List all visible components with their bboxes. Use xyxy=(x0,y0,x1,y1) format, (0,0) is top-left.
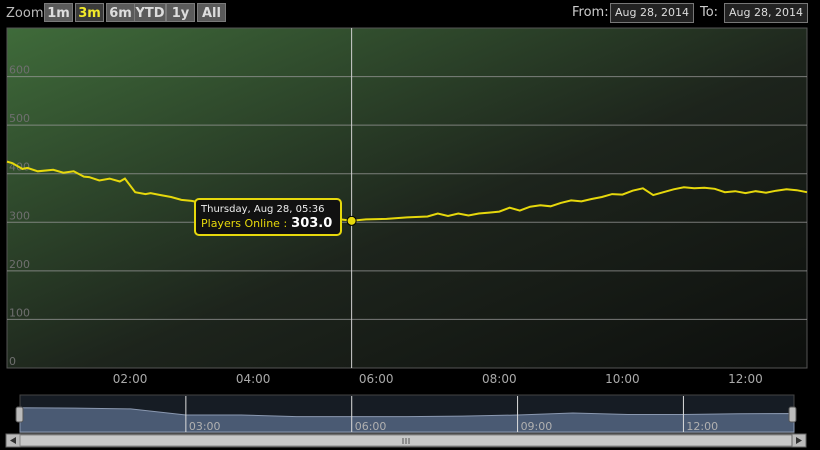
zoom-label: Zoom xyxy=(6,6,44,21)
zoom-button-ytd[interactable]: YTD xyxy=(134,3,166,22)
x-axis-ticks: 02:00 04:00 06:00 08:00 10:00 12:00 xyxy=(113,372,763,386)
y-tick-100: 100 xyxy=(9,306,30,319)
x-tick-1000: 10:00 xyxy=(605,372,640,386)
navigator-label-0900: 09:00 xyxy=(521,420,553,433)
tooltip-series-label: Players Online xyxy=(201,217,280,230)
scroll-left-arrow-icon xyxy=(10,437,16,444)
navigator-scrollbar[interactable] xyxy=(5,433,807,448)
scroll-right-arrow-icon xyxy=(796,437,802,444)
hover-tooltip: Thursday, Aug 28, 05:36 Players Online :… xyxy=(194,198,342,236)
y-tick-600: 600 xyxy=(9,64,30,77)
x-tick-0600: 06:00 xyxy=(359,372,394,386)
from-date-input[interactable]: Aug 28, 2014 xyxy=(610,3,694,23)
navigator-labels: 03:00 06:00 09:00 12:00 xyxy=(185,396,718,433)
tooltip-series-row: Players Online :303.0 xyxy=(201,216,333,231)
zoom-button-all[interactable]: All xyxy=(197,3,226,22)
navigator-handle-left[interactable] xyxy=(15,406,24,423)
to-label: To: xyxy=(700,5,719,20)
x-tick-0200: 02:00 xyxy=(113,372,148,386)
navigator-label-1200: 12:00 xyxy=(686,420,718,433)
navigator[interactable]: 03:00 06:00 09:00 12:00 xyxy=(15,394,797,434)
grid xyxy=(7,76,807,320)
y-tick-300: 300 xyxy=(9,209,30,222)
zoom-button-6m[interactable]: 6m xyxy=(106,3,135,22)
x-tick-0400: 04:00 xyxy=(236,372,271,386)
scrollbar-grip-icon xyxy=(402,438,410,444)
navigator-label-0300: 03:00 xyxy=(189,420,221,433)
navigator-series-area xyxy=(19,407,795,433)
y-tick-500: 500 xyxy=(9,112,30,125)
zoom-button-3m[interactable]: 3m xyxy=(75,3,104,22)
from-label: From: xyxy=(572,5,609,20)
zoom-button-1m[interactable]: 1m xyxy=(44,3,73,22)
range-selector-toolbar: Zoom 1m 3m 6m YTD 1y All From: Aug 28, 2… xyxy=(0,0,820,27)
navigator-label-0600: 06:00 xyxy=(355,420,387,433)
series-line-players-online[interactable] xyxy=(6,160,808,222)
navigator-handle-right[interactable] xyxy=(788,406,797,423)
tooltip-value: 303.0 xyxy=(291,216,333,231)
to-date-input[interactable]: Aug 28, 2014 xyxy=(724,3,808,23)
hover-point-marker[interactable] xyxy=(346,215,357,226)
tooltip-date: Thursday, Aug 28, 05:36 xyxy=(201,204,325,215)
x-tick-1200: 12:00 xyxy=(728,372,763,386)
y-tick-200: 200 xyxy=(9,258,30,271)
zoom-button-1y[interactable]: 1y xyxy=(166,3,195,22)
plot-background xyxy=(6,27,808,369)
x-tick-0800: 08:00 xyxy=(482,372,517,386)
y-tick-0: 0 xyxy=(9,355,16,368)
